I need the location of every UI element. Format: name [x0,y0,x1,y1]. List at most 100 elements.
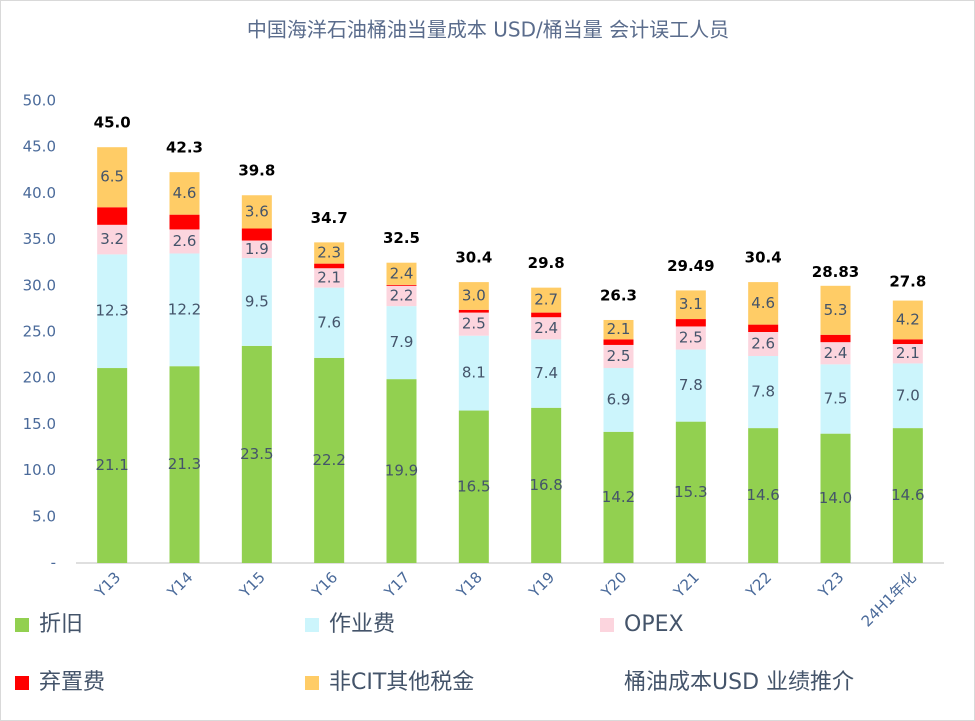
bar-segment [169,172,200,215]
data-label: 7.5 [824,389,848,407]
data-label: 6.5 [100,168,124,186]
total-label: 32.5 [383,229,420,247]
total-label: 42.3 [166,139,203,157]
y-tick-label: 50.0 [23,92,56,110]
bar-segment [169,229,200,254]
bar-segment [169,366,200,563]
data-label: 3.6 [245,202,269,220]
data-label: 12.3 [95,302,128,320]
y-tick-label: 20.0 [23,369,56,387]
data-label: 2.1 [896,344,920,362]
bar-segment [820,334,851,343]
data-label: 7.8 [679,376,703,394]
data-label: 2.3 [317,243,341,261]
bar-segment [892,339,923,345]
legend-label: 折旧 [39,612,83,637]
bar-segment [241,345,272,563]
bar-segment [241,228,272,241]
data-label: 4.6 [751,294,775,312]
data-label: 14.6 [746,486,779,504]
bar-segment [241,195,272,229]
y-tick-label: 5.0 [32,507,56,525]
data-label: 3.0 [462,286,486,304]
data-label: 2.1 [607,320,631,338]
bar-segment [386,285,417,307]
legend-label: 桶油成本USD 业绩推介 [624,670,854,695]
bar-segment [748,282,779,325]
bar-segment [820,342,851,365]
data-label: 2.6 [173,232,197,250]
data-label: 9.5 [245,292,269,310]
bar-segment [458,282,489,310]
data-label: 2.5 [462,315,486,333]
bar-segment [97,224,128,255]
data-label: 16.8 [529,476,562,494]
total-label: 30.4 [455,249,492,267]
bar-segment [820,364,851,434]
data-label: 19.9 [385,462,418,480]
bar-segment [892,344,923,364]
data-label: 2.2 [390,286,414,304]
bar-segment [531,312,562,318]
total-label: 30.4 [745,249,782,267]
y-tick-label: 10.0 [23,461,56,479]
data-label: 7.0 [896,386,920,404]
data-label: 14.2 [602,488,635,506]
bar-segment [892,300,923,340]
y-tick-label: - [51,554,56,572]
data-label: 16.5 [457,477,490,495]
data-label: 2.5 [607,347,631,365]
bar-segment [603,339,634,345]
data-label: 2.7 [534,291,558,309]
data-label: 2.4 [534,319,558,337]
bar-segment [314,287,345,358]
bar-segment [531,339,562,408]
bar-segment [675,349,706,422]
bar-segment [748,356,779,429]
data-label: 22.2 [312,451,345,469]
total-label: 29.8 [528,254,565,272]
bar-segment [531,407,562,563]
data-label: 2.5 [679,329,703,347]
bar-segment [97,368,128,563]
data-label: 12.2 [168,300,201,318]
data-label: 21.3 [168,455,201,473]
data-label: 14.0 [819,489,852,507]
bar-segment [241,258,272,346]
data-label: 2.4 [824,344,848,362]
bar-segment [169,253,200,367]
legend-swatch [15,618,29,632]
legend-swatch [305,676,319,690]
bar-segment [314,268,345,288]
data-label: 3.1 [679,295,703,313]
total-label: 28.83 [812,263,859,281]
bar-segment [314,357,345,563]
bar-segment [169,214,200,230]
bar-segment [892,428,923,563]
bar-segment [386,262,417,285]
y-tick-label: 30.0 [23,276,56,294]
bar-segment [458,312,489,336]
total-label: 27.8 [889,273,926,291]
bar-segment [458,309,489,313]
bar-segment [97,254,128,369]
data-label: 7.9 [390,333,414,351]
bar-segment [458,410,489,563]
bar-segment [603,431,634,563]
data-label: 23.5 [240,445,273,463]
data-label: 21.1 [95,456,128,474]
bar-segment [386,284,417,286]
data-label: 1.9 [245,240,269,258]
legend-label: 作业费 [329,612,395,637]
data-label: 7.8 [751,383,775,401]
total-label: 26.3 [600,286,637,304]
bar-segment [386,306,417,380]
data-label: 8.1 [462,364,486,382]
legend-swatch [15,676,29,690]
bar-segment [97,207,128,225]
total-label: 39.8 [238,162,275,180]
bar-segment [748,428,779,563]
bar-segment [531,317,562,340]
bar-segment [458,335,489,411]
